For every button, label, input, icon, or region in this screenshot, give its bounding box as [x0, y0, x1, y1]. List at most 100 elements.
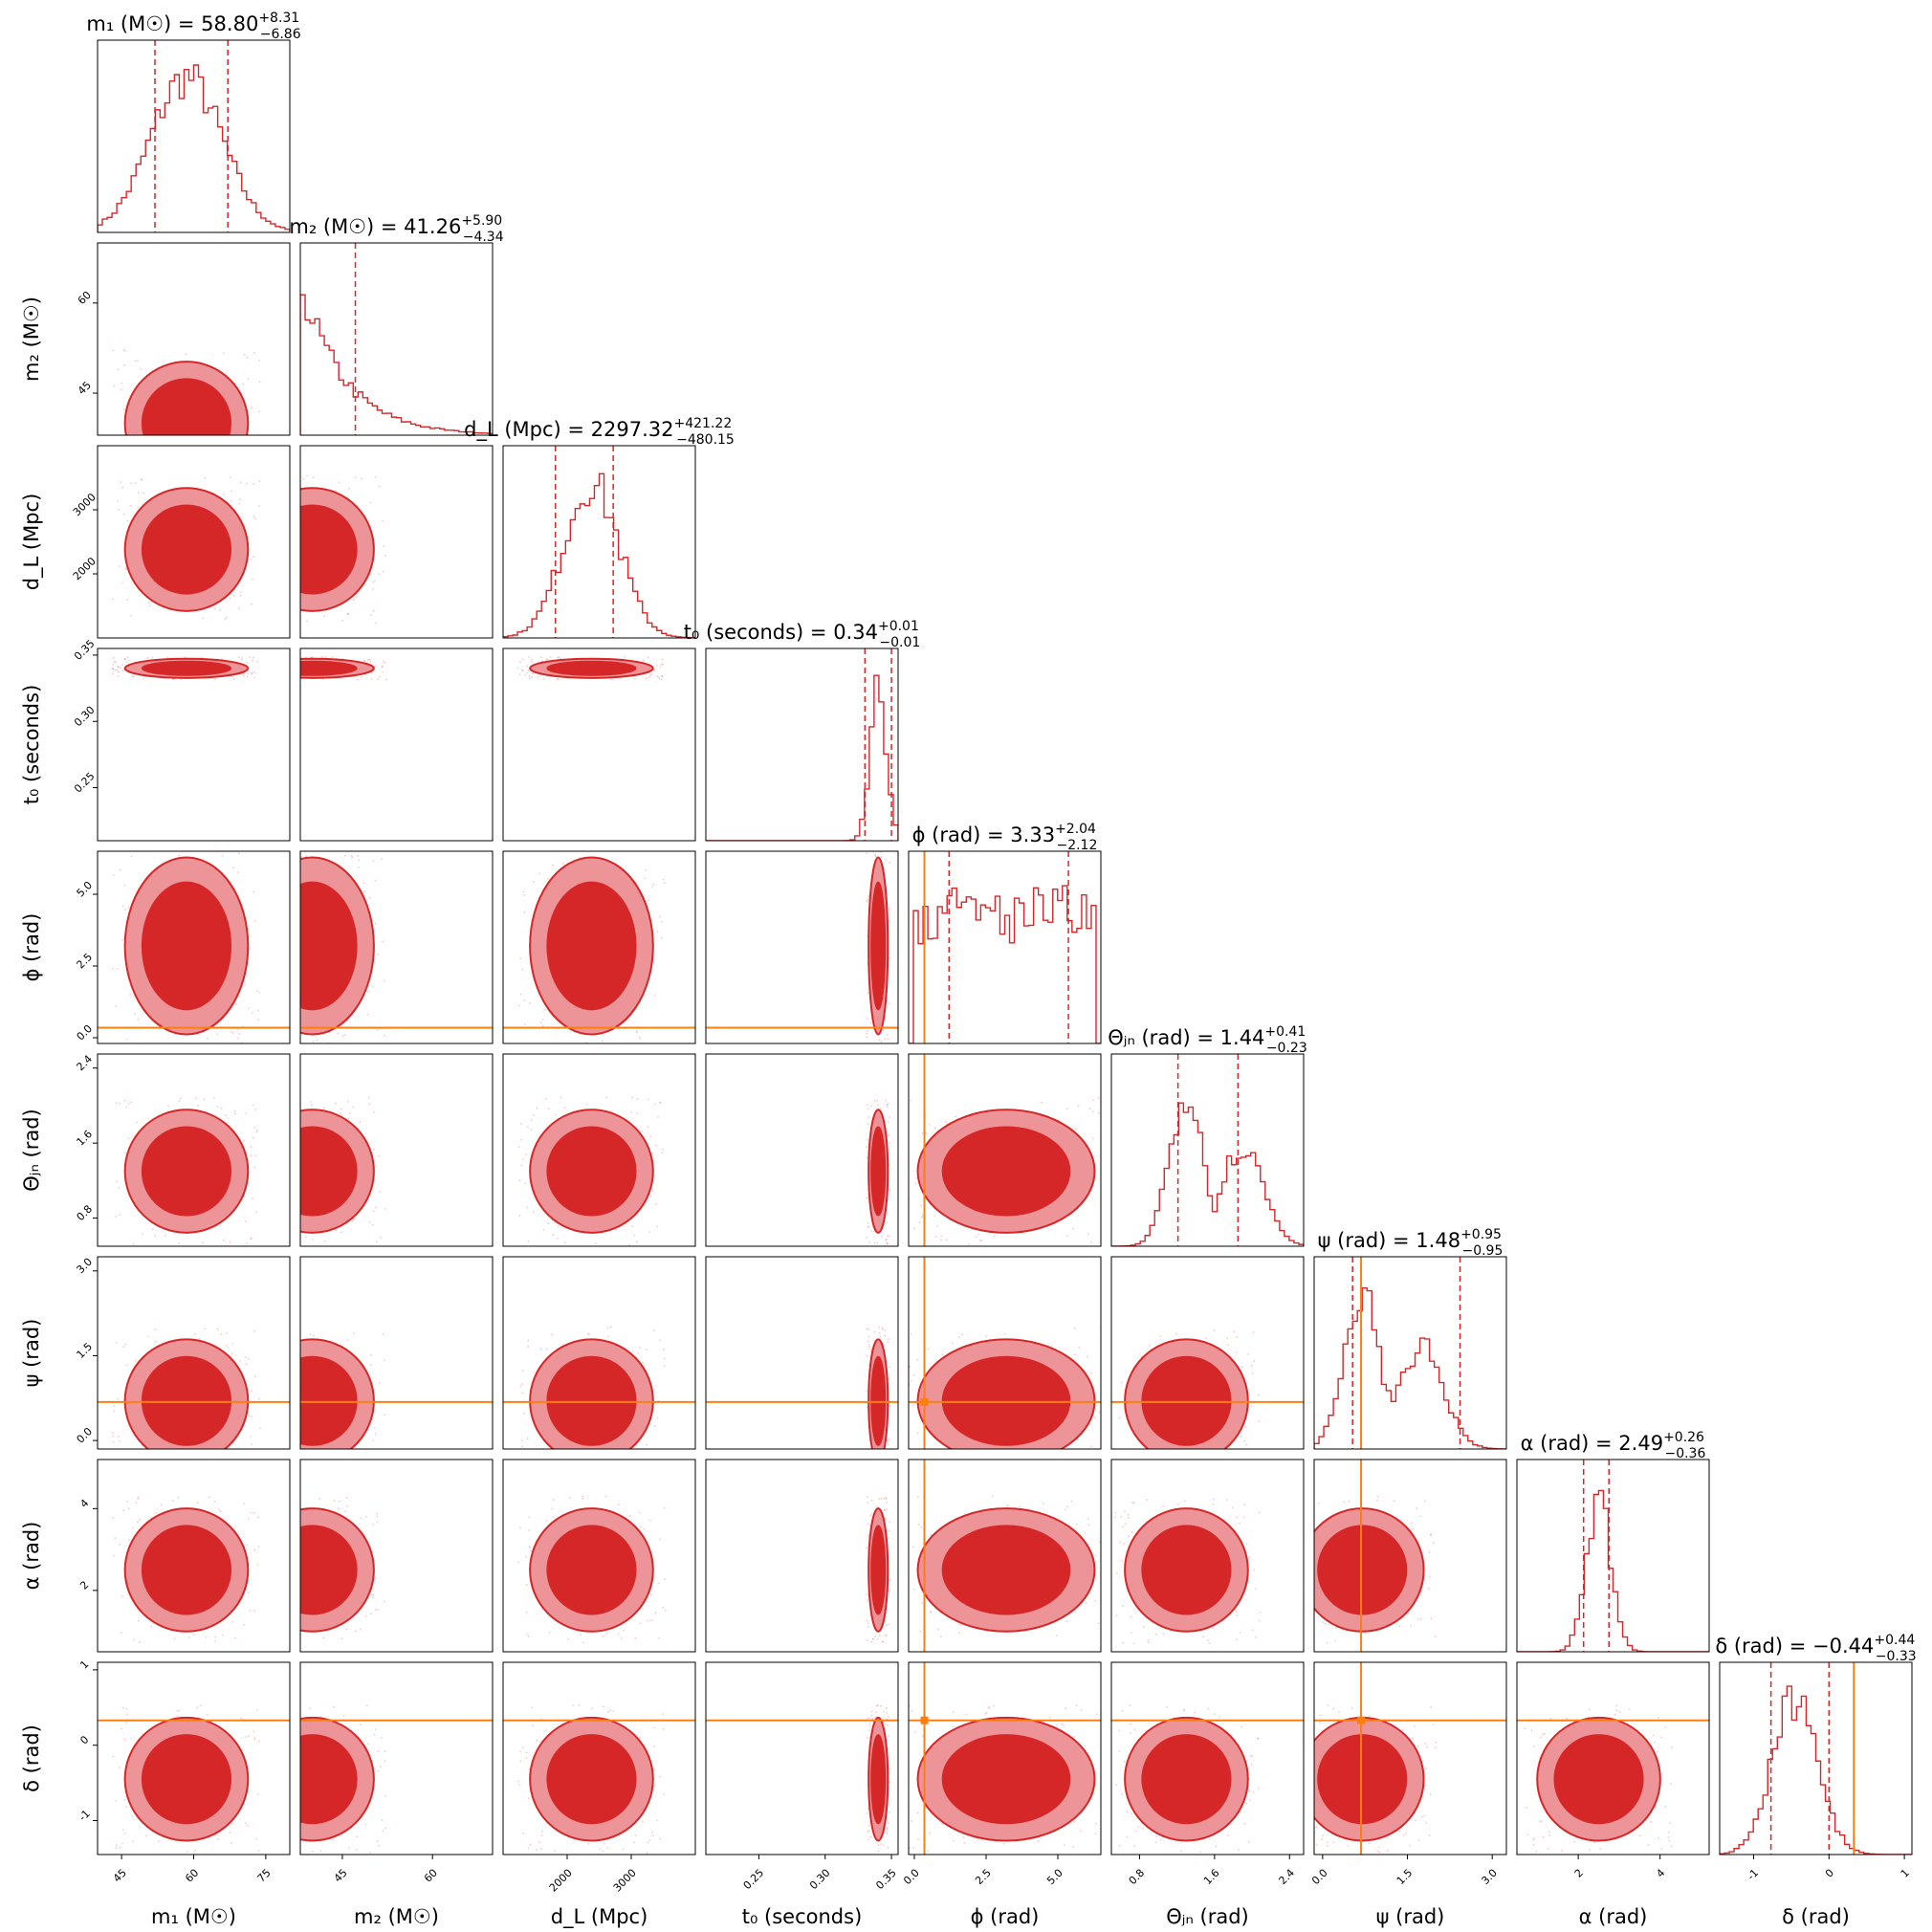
sample-point	[364, 1471, 366, 1473]
sample-point	[886, 1624, 888, 1626]
sample-point	[243, 354, 246, 356]
sample-point	[146, 485, 148, 487]
sample-point	[1416, 1618, 1419, 1620]
sample-point	[266, 1222, 268, 1224]
sample-point	[263, 1335, 265, 1337]
sample-point	[1248, 1789, 1251, 1792]
sample-point	[141, 478, 143, 480]
sample-point	[234, 1636, 236, 1639]
sample-point	[1131, 1812, 1133, 1815]
sample-point	[871, 1637, 874, 1640]
sample-point	[1257, 1738, 1260, 1740]
panel-m1-m1: m₁ (M☉) = 58.80+8.31 −6.86	[86, 11, 301, 233]
sample-point	[276, 1101, 278, 1103]
sample-point	[540, 1472, 542, 1474]
sample-point	[251, 1226, 252, 1228]
panel-content	[112, 476, 261, 621]
sample-point	[527, 1846, 530, 1849]
sample-point	[249, 934, 252, 937]
sample-point	[551, 1507, 554, 1510]
sample-point	[1407, 1613, 1410, 1615]
sample-point	[1126, 1835, 1129, 1838]
sample-point	[662, 1349, 665, 1350]
sample-point	[297, 481, 299, 483]
sample-point	[1130, 1723, 1132, 1725]
y-tick-label: 2000	[71, 555, 99, 582]
sample-point	[352, 1106, 355, 1109]
panel-theta-psi	[1110, 1256, 1305, 1450]
sample-point	[374, 665, 377, 668]
sample-point	[138, 1619, 140, 1622]
sample-point	[867, 895, 869, 897]
sample-point	[282, 667, 284, 669]
sample-point	[384, 1750, 386, 1752]
sample-point	[142, 1233, 143, 1235]
sample-point	[312, 1239, 314, 1240]
sample-point	[1540, 1820, 1543, 1823]
sample-point	[1226, 1344, 1229, 1347]
panel-dL-phi	[502, 848, 696, 1044]
sample-point	[1086, 1355, 1088, 1358]
sample-point	[604, 848, 605, 850]
sample-point	[930, 1533, 933, 1536]
sample-point	[940, 1239, 943, 1241]
sample-point	[878, 1635, 881, 1636]
sample-point	[884, 1328, 887, 1331]
sample-point	[638, 1511, 641, 1514]
sample-point	[1176, 1504, 1179, 1506]
sample-point	[525, 1612, 528, 1614]
sample-point	[173, 1637, 176, 1640]
sample-point	[256, 1599, 258, 1601]
sample-point	[875, 1049, 877, 1051]
sample-point	[906, 1548, 908, 1549]
panel-content	[1517, 1460, 1709, 1652]
sample-point	[260, 1439, 262, 1441]
sample-point	[284, 1802, 286, 1804]
sample-point	[1087, 1524, 1090, 1526]
sample-point	[1542, 1733, 1545, 1736]
sample-point	[536, 1848, 538, 1851]
sample-point	[963, 1842, 966, 1844]
sample-point	[132, 1840, 134, 1842]
sample-point	[1251, 1629, 1254, 1632]
sample-point	[528, 1768, 531, 1771]
sample-point	[216, 1328, 219, 1330]
sample-point	[1376, 1500, 1378, 1502]
sample-point	[369, 1851, 371, 1854]
sample-point	[911, 1546, 914, 1548]
sample-point	[245, 1736, 248, 1738]
panel-content	[1111, 1704, 1304, 1854]
sample-point	[262, 1527, 264, 1529]
sample-point	[1322, 1834, 1324, 1837]
sample-point	[359, 1451, 361, 1453]
sample-point	[523, 999, 526, 1001]
sample-point	[123, 658, 126, 660]
sample-point	[353, 1332, 355, 1335]
sample-point	[886, 1243, 889, 1245]
sample-point	[275, 1636, 277, 1638]
sample-point	[1414, 1725, 1416, 1727]
panel-m2-phi	[268, 850, 494, 1044]
sample-point	[268, 997, 270, 999]
sample-point	[1091, 1110, 1094, 1113]
sample-point	[377, 1769, 380, 1772]
sample-point	[1213, 1713, 1216, 1716]
sample-point	[993, 1235, 996, 1238]
sample-point	[901, 1346, 903, 1348]
sample-point	[256, 1564, 259, 1566]
sample-point	[242, 475, 244, 477]
panel-content	[706, 648, 898, 841]
sample-point	[529, 1843, 532, 1846]
sample-point	[122, 1509, 125, 1511]
sample-point	[877, 1471, 879, 1473]
sample-point	[1239, 1631, 1241, 1634]
sample-point	[866, 1237, 868, 1239]
sample-point	[384, 1600, 385, 1603]
sample-point	[288, 1524, 290, 1526]
sample-point	[1566, 1717, 1569, 1720]
sample-point	[876, 1045, 878, 1047]
sample-point	[134, 360, 137, 362]
sample-point	[258, 381, 261, 384]
sample-point	[1080, 1830, 1083, 1833]
sample-point	[1250, 1764, 1253, 1766]
